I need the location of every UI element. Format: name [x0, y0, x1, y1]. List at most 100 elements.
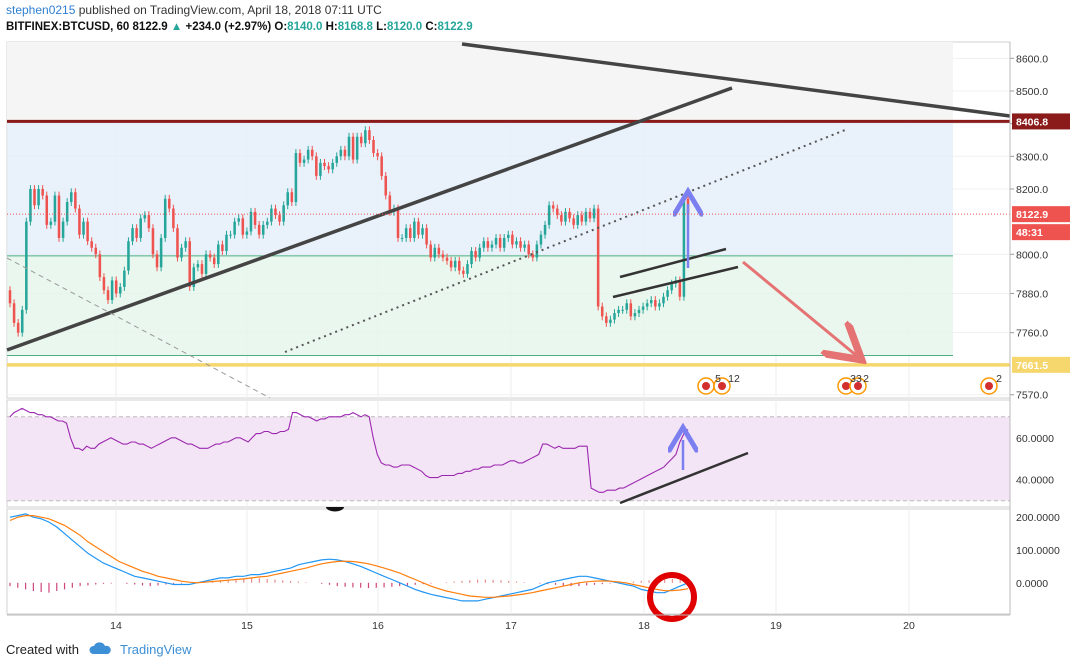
candle-body — [302, 159, 306, 163]
candle-body — [376, 153, 379, 157]
candle-body — [568, 211, 571, 219]
candle-body — [49, 221, 53, 225]
candle-body — [588, 211, 592, 219]
candle-body — [114, 280, 118, 294]
candle-body — [310, 149, 314, 157]
candle-body — [547, 205, 551, 225]
candle-body — [45, 195, 49, 225]
price-tag-bg — [1012, 224, 1070, 241]
candle-body — [335, 156, 339, 163]
open-label: O: — [274, 21, 288, 33]
x-tick-label: 18 — [638, 620, 650, 632]
macd-cross-circle — [647, 572, 697, 622]
candle-body — [678, 280, 682, 297]
candle-body — [331, 162, 334, 170]
footer: Created with TradingView — [6, 642, 192, 659]
candle-body — [86, 221, 89, 242]
candle-body — [135, 228, 138, 238]
flag-marker-2a-dot — [854, 382, 862, 390]
price-tick-label: 8000.0 — [1016, 249, 1048, 261]
flag-upper-line — [619, 247, 727, 279]
price-tick-label: 7880.0 — [1016, 288, 1048, 300]
candle-body — [110, 280, 114, 301]
candle-body — [641, 306, 645, 310]
candle-body — [486, 241, 490, 248]
macd-tick-label: 100.0000 — [1016, 545, 1060, 557]
candle-body — [425, 228, 428, 245]
candle-body — [127, 241, 130, 271]
price-tag-bg — [1012, 206, 1070, 223]
candle-body — [437, 247, 441, 255]
candle-body — [176, 228, 179, 258]
candle-body — [617, 309, 620, 314]
candle-body — [596, 208, 600, 307]
candle-body — [404, 228, 408, 238]
candle-body — [368, 130, 371, 140]
candle-body — [576, 215, 579, 225]
candle-body — [453, 260, 457, 268]
candle-body — [462, 270, 465, 274]
candle-body — [445, 257, 449, 261]
author-link[interactable]: stephen0215 — [6, 3, 76, 17]
candle-body — [98, 254, 102, 278]
candle-body — [192, 267, 196, 287]
symbol-header: BITFINEX:BTCUSD, 60 8122.9 ▲ +234.0 (+2.… — [6, 21, 473, 33]
candle-body — [41, 188, 44, 196]
rsi-tick-label: 60.0000 — [1016, 433, 1054, 445]
candle-body — [347, 136, 351, 157]
candle-body — [237, 218, 240, 222]
close-label: C: — [425, 21, 438, 33]
candle-body — [37, 188, 40, 206]
candle-body — [315, 156, 318, 176]
event-marker-label: 33 — [850, 373, 862, 385]
x-tick-label: 14 — [110, 620, 122, 632]
candle-body — [592, 208, 596, 219]
candle-body — [57, 195, 61, 238]
candle-body — [621, 309, 624, 311]
stop-zone — [7, 255, 953, 356]
candle-body — [180, 247, 183, 258]
target-zone — [7, 121, 953, 256]
macd-tick-label: 200.0000 — [1016, 512, 1060, 524]
candle-body — [449, 260, 453, 268]
candle-body — [65, 202, 69, 222]
change-value: +234.0 (+2.97%) — [185, 21, 272, 33]
candle-body — [225, 234, 228, 252]
candle-body — [478, 247, 481, 258]
candle-body — [249, 211, 253, 232]
price-tag-label: 7661.5 — [1016, 360, 1048, 372]
candle-body — [474, 251, 477, 258]
candle-body — [131, 228, 134, 242]
tradingview-cloud-icon — [89, 642, 113, 659]
price-tick-label: 8600.0 — [1016, 53, 1048, 65]
candle-body — [184, 241, 187, 248]
candle-body — [498, 237, 502, 248]
flag-marker-12-dot — [718, 382, 726, 390]
low-label: L: — [376, 21, 387, 33]
tradingview-link[interactable]: TradingView — [120, 642, 192, 657]
candle-body — [8, 290, 12, 304]
candle-body — [654, 300, 657, 307]
low-value: 8120.0 — [386, 21, 423, 33]
candle-body — [33, 188, 36, 206]
candle-body — [658, 303, 661, 307]
macd-pane — [6, 508, 1011, 615]
candle-body — [168, 198, 171, 209]
rsi-tick-label: 40.0000 — [1016, 475, 1054, 487]
candle-body — [600, 306, 604, 317]
candle-body — [523, 244, 526, 248]
candle-body — [278, 215, 281, 222]
candle-body — [670, 283, 673, 291]
dotted-channel-line — [284, 129, 846, 353]
candle-body — [556, 208, 559, 216]
publish-header: stephen0215 published on TradingView.com… — [6, 3, 382, 17]
price-tag-label: 8122.9 — [1016, 209, 1048, 221]
symbol-label: BITFINEX:BTCUSD, 60 — [6, 21, 130, 33]
x-tick-label: 17 — [505, 620, 517, 632]
candle-body — [408, 228, 412, 238]
x-tick-label: 16 — [372, 620, 384, 632]
candle-body — [433, 247, 437, 258]
candle-body — [413, 221, 416, 238]
candle-body — [61, 221, 65, 238]
price-tick-label: 7570.0 — [1016, 390, 1048, 402]
